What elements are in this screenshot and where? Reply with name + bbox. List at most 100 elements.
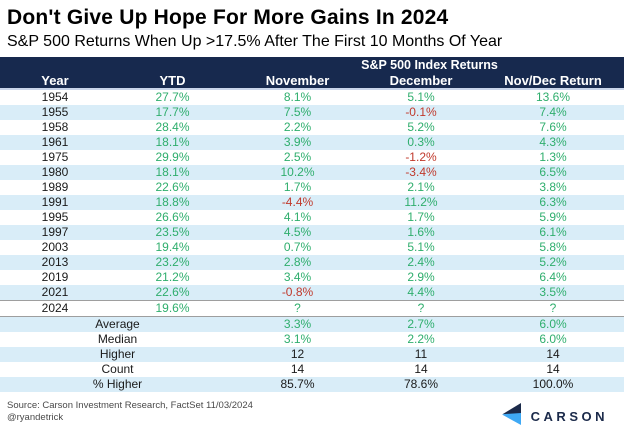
ytd-cell: 22.6%: [155, 285, 190, 299]
novdec-cell: 3.5%: [539, 285, 567, 299]
year-cell: 1955: [41, 105, 69, 119]
year-cell: 1995: [41, 210, 69, 224]
novdec-cell: 3.8%: [539, 180, 567, 194]
november-cell: -0.8%: [281, 285, 314, 299]
december-cell: ?: [360, 300, 482, 317]
december-cell: 1.7%: [407, 210, 435, 224]
novdec-cell: 6.5%: [539, 165, 567, 179]
ytd-cell: 18.1%: [155, 165, 190, 179]
ytd-cell: 23.2%: [155, 255, 190, 269]
table-body: 1954 27.7% 8.1% 5.1% 13.6% 1955 17.7% 7.5% -0.1%…: [0, 89, 624, 392]
december-cell: 2.7%: [407, 317, 435, 331]
november-cell: 2.8%: [283, 255, 312, 269]
table-row-year-1975: 1975 29.9% 2.5% -1.2% 1.3%: [0, 150, 624, 165]
novdec-cell: 1.3%: [539, 150, 567, 164]
novdec-cell: 13.6%: [535, 90, 571, 104]
december-cell: 78.6%: [403, 377, 439, 391]
table-row-year-2013: 2013 23.2% 2.8% 2.4% 5.2%: [0, 255, 624, 270]
novdec-cell: 14: [546, 362, 560, 376]
novdec-cell: 6.4%: [539, 270, 567, 284]
column-header-november: November: [235, 72, 360, 90]
summary-label-cell: Count: [101, 362, 134, 376]
novdec-cell: 6.3%: [539, 195, 567, 209]
november-cell: 2.5%: [283, 150, 312, 164]
novdec-cell: 5.8%: [539, 240, 567, 254]
year-cell: 1958: [41, 120, 69, 134]
column-header-december: December: [360, 72, 482, 90]
table-row-year-1989: 1989 22.6% 1.7% 2.1% 3.8%: [0, 180, 624, 195]
year-cell: 1989: [41, 180, 69, 194]
novdec-cell: 7.6%: [539, 120, 567, 134]
december-cell: 2.4%: [407, 255, 435, 269]
group-header-spacer: [0, 57, 235, 72]
november-cell: ?: [235, 300, 360, 317]
table-row-year-1991: 1991 18.8% -4.4% 11.2% 6.3%: [0, 195, 624, 210]
ytd-cell: 21.2%: [155, 270, 190, 284]
page-subtitle: S&P 500 Returns When Up >17.5% After The…: [7, 33, 503, 50]
year-cell: 2024: [0, 300, 110, 317]
column-header-novdec: Nov/Dec Return: [482, 72, 624, 90]
year-cell: 2003: [41, 240, 69, 254]
carson-logo-text: CARSON: [530, 409, 608, 424]
december-cell: 2.9%: [407, 270, 435, 284]
december-cell: -3.4%: [405, 165, 437, 179]
summary-row-higher: Higher 12 11 14: [0, 347, 624, 362]
ytd-cell: 26.6%: [155, 210, 190, 224]
year-cell: 1954: [41, 90, 69, 104]
carson-logo: CARSON: [500, 402, 608, 431]
november-cell: 12: [290, 347, 305, 361]
summary-row--higher: % Higher 85.7% 78.6% 100.0%: [0, 377, 624, 392]
table-row-year-2024: 2024 19.6%???: [0, 300, 624, 317]
source-line: Source: Carson Investment Research, Fact…: [7, 400, 253, 411]
year-cell: 1991: [41, 195, 69, 209]
november-cell: 85.7%: [280, 377, 315, 391]
december-cell: 2.1%: [407, 180, 435, 194]
november-cell: 4.5%: [283, 225, 312, 239]
table-row-year-1961: 1961 18.1% 3.9% 0.3% 4.3%: [0, 135, 624, 150]
year-cell: 1961: [41, 135, 69, 149]
summary-label-cell: Higher: [99, 347, 136, 361]
december-cell: 5.2%: [407, 120, 435, 134]
ytd-cell: 18.1%: [155, 135, 190, 149]
carson-chevron-icon: [500, 402, 522, 431]
december-cell: 5.1%: [407, 240, 435, 254]
december-cell: 11: [414, 347, 428, 361]
group-header-row: S&P 500 Index Returns: [0, 57, 624, 72]
table-row-year-1954: 1954 27.7% 8.1% 5.1% 13.6%: [0, 89, 624, 105]
table-row-year-2019: 2019 21.2% 3.4% 2.9% 6.4%: [0, 270, 624, 285]
november-cell: 4.1%: [283, 210, 312, 224]
november-cell: 3.1%: [283, 332, 312, 346]
year-cell: 1980: [41, 165, 69, 179]
table-row-year-1995: 1995 26.6% 4.1% 1.7% 5.9%: [0, 210, 624, 225]
summary-label-cell: Average: [95, 317, 140, 331]
novdec-cell: 100.0%: [532, 377, 574, 391]
december-cell: 14: [414, 362, 428, 376]
ytd-cell: 23.5%: [155, 225, 190, 239]
year-cell: 2019: [41, 270, 69, 284]
november-cell: 2.2%: [283, 120, 312, 134]
novdec-cell: 14: [546, 347, 560, 361]
footer: Source: Carson Investment Research, Fact…: [0, 392, 624, 431]
december-cell: -1.2%: [405, 150, 437, 164]
ytd-cell: 22.6%: [155, 180, 190, 194]
summary-label-cell: Median: [97, 332, 138, 346]
december-cell: 0.3%: [407, 135, 435, 149]
november-cell: 8.1%: [283, 90, 312, 104]
november-cell: 3.4%: [283, 270, 312, 284]
table-row-year-2021: 2021 22.6% -0.8% 4.4% 3.5%: [0, 285, 624, 301]
source-attribution: Source: Carson Investment Research, Fact…: [7, 400, 253, 424]
summary-label-cell: % Higher: [92, 377, 143, 391]
novdec-cell: 6.0%: [539, 317, 567, 331]
novdec-cell: 6.0%: [539, 332, 567, 346]
summary-row-count: Count 14 14 14: [0, 362, 624, 377]
returns-table: S&P 500 Index Returns Year YTD November …: [0, 57, 624, 392]
column-header-row: Year YTD November December Nov/Dec Retur…: [0, 72, 624, 90]
group-header-label: S&P 500 Index Returns: [235, 57, 624, 72]
column-header-ytd: YTD: [110, 72, 235, 90]
december-cell: 11.2%: [404, 195, 438, 209]
novdec-cell: ?: [482, 300, 624, 317]
ytd-cell: 18.8%: [155, 195, 190, 209]
november-cell: 10.2%: [280, 165, 315, 179]
novdec-cell: 5.9%: [539, 210, 567, 224]
page-title: Don't Give Up Hope For More Gains In 202…: [7, 6, 449, 29]
